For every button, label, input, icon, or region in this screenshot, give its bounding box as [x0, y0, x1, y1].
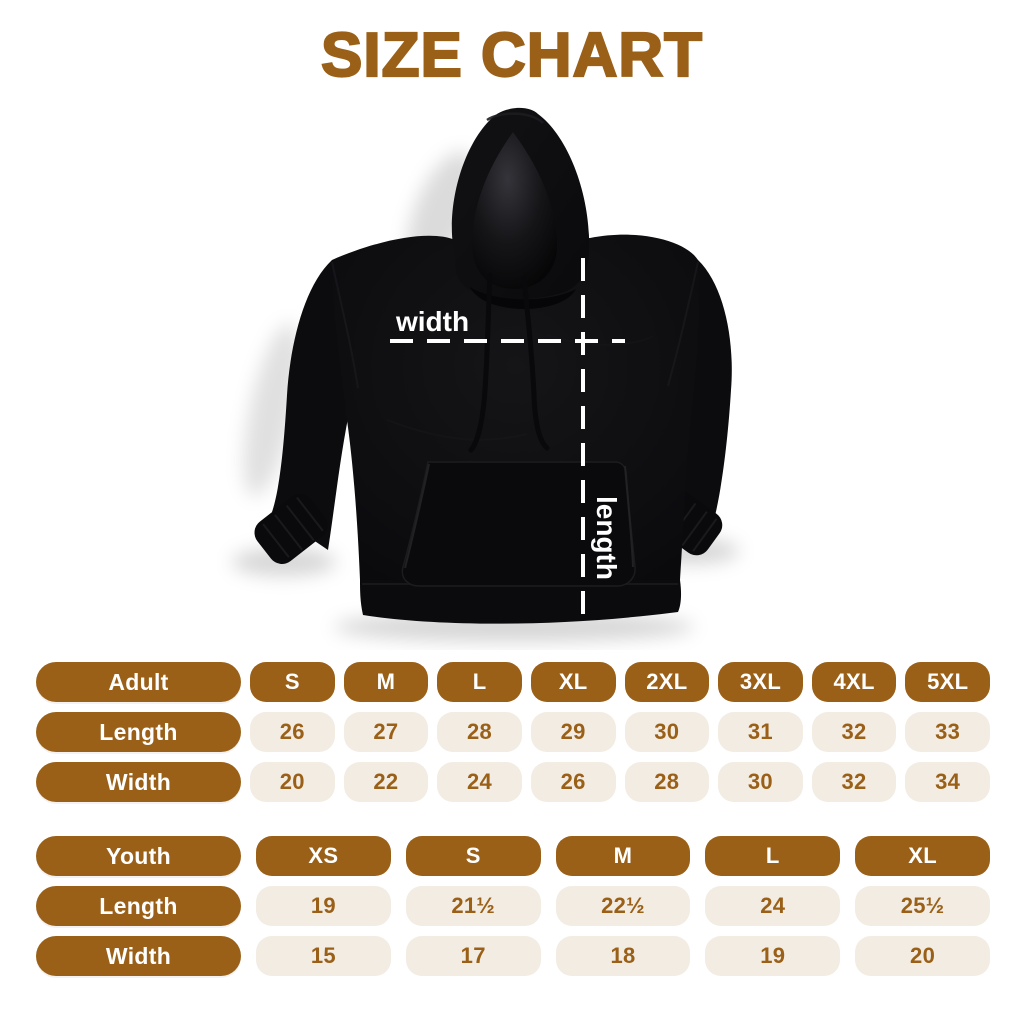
hood-topstitch — [486, 112, 544, 124]
adult-width-row-label: Width — [36, 762, 241, 802]
youth-size-header: S — [405, 836, 541, 876]
hoodie-svg: width length — [232, 107, 739, 642]
adult-size-header: 3XL — [718, 662, 803, 702]
youth-length-value: 21½ — [405, 886, 541, 926]
youth-width-value: 18 — [555, 936, 691, 976]
hoodie-seams — [331, 261, 699, 441]
neck-shadow — [470, 287, 576, 310]
adult-length-value: 32 — [811, 712, 897, 752]
youth-size-header: L — [705, 836, 841, 876]
youth-length-row-label: Length — [36, 886, 241, 926]
youth-width-row-label: Width — [36, 936, 241, 976]
youth-width-value: 17 — [405, 936, 541, 976]
youth-length-value: 25½ — [855, 886, 990, 926]
hoodie-hem — [360, 580, 682, 624]
adult-size-header: M — [343, 662, 429, 702]
adult-width-value: 24 — [437, 762, 522, 802]
hood-drawstrings — [468, 272, 550, 453]
adult-width-value: 20 — [250, 762, 335, 802]
adult-size-header: 2XL — [624, 662, 710, 702]
adult-width-value: 32 — [811, 762, 897, 802]
width-label: width — [395, 306, 469, 337]
adult-length-value: 29 — [530, 712, 616, 752]
hoodie-illustration: width length — [182, 90, 842, 650]
youth-length-value: 19 — [256, 886, 391, 926]
adult-length-value: 31 — [718, 712, 803, 752]
adult-width-value: 22 — [343, 762, 429, 802]
youth-size-header: M — [555, 836, 691, 876]
youth-size-header: XL — [855, 836, 990, 876]
adult-group-header: Adult — [36, 662, 241, 702]
adult-length-value: 28 — [437, 712, 522, 752]
adult-width-value: 28 — [624, 762, 710, 802]
hoodie-left-sleeve — [272, 260, 356, 550]
adult-size-header: 4XL — [811, 662, 897, 702]
hood-inner-lining — [471, 132, 558, 289]
youth-width-value: 19 — [705, 936, 841, 976]
youth-width-value: 15 — [256, 936, 391, 976]
adult-size-header: L — [437, 662, 522, 702]
adult-length-value: 30 — [624, 712, 710, 752]
youth-width-value: 20 — [855, 936, 990, 976]
adult-size-table: Adult S M L XL 2XL 3XL 4XL 5XL Length 26… — [36, 662, 990, 802]
adult-size-header: 5XL — [905, 662, 990, 702]
adult-length-value: 26 — [250, 712, 335, 752]
page-title: SIZE CHART — [320, 20, 703, 91]
adult-size-header: XL — [530, 662, 616, 702]
youth-length-value: 24 — [705, 886, 841, 926]
adult-length-value: 27 — [343, 712, 429, 752]
youth-length-value: 22½ — [555, 886, 691, 926]
adult-length-row-label: Length — [36, 712, 241, 752]
adult-size-header: S — [250, 662, 335, 702]
youth-size-table: Youth XS S M L XL Length 19 21½ 22½ 24 2… — [36, 836, 990, 976]
adult-width-value: 30 — [718, 762, 803, 802]
youth-group-header: Youth — [36, 836, 241, 876]
adult-width-value: 26 — [530, 762, 616, 802]
length-label: length — [591, 496, 622, 580]
adult-length-value: 33 — [905, 712, 990, 752]
adult-width-value: 34 — [905, 762, 990, 802]
youth-size-header: XS — [256, 836, 391, 876]
